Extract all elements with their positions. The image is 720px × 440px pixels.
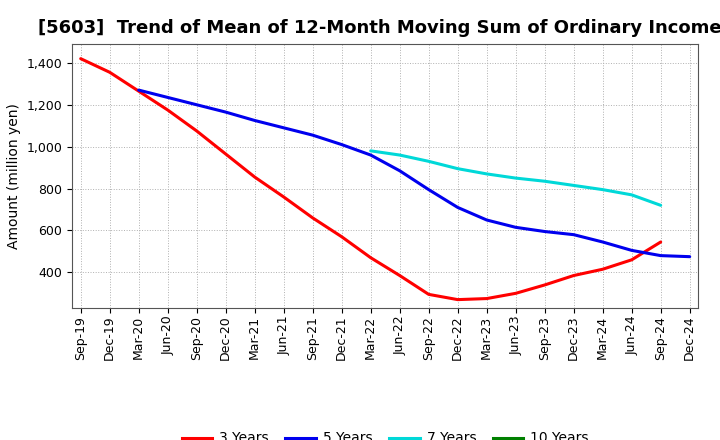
Y-axis label: Amount (million yen): Amount (million yen): [7, 103, 21, 249]
7 Years: [482, 171, 491, 176]
3 Years: [395, 273, 404, 278]
3 Years: [657, 239, 665, 245]
Line: 5 Years: 5 Years: [139, 90, 690, 257]
5 Years: [308, 132, 317, 138]
5 Years: [685, 254, 694, 259]
7 Years: [627, 192, 636, 198]
3 Years: [105, 70, 114, 75]
3 Years: [454, 297, 462, 302]
5 Years: [482, 217, 491, 223]
7 Years: [657, 203, 665, 208]
5 Years: [424, 187, 433, 192]
3 Years: [135, 88, 143, 94]
7 Years: [395, 152, 404, 158]
3 Years: [338, 234, 346, 239]
3 Years: [251, 174, 259, 180]
5 Years: [598, 239, 607, 245]
5 Years: [163, 95, 172, 100]
5 Years: [657, 253, 665, 258]
3 Years: [598, 267, 607, 272]
3 Years: [221, 151, 230, 157]
Legend: 3 Years, 5 Years, 7 Years, 10 Years: 3 Years, 5 Years, 7 Years, 10 Years: [176, 426, 595, 440]
3 Years: [308, 215, 317, 220]
5 Years: [627, 248, 636, 253]
3 Years: [627, 257, 636, 262]
3 Years: [192, 128, 201, 134]
3 Years: [76, 56, 85, 61]
7 Years: [541, 179, 549, 184]
7 Years: [511, 176, 520, 181]
5 Years: [570, 232, 578, 237]
3 Years: [482, 296, 491, 301]
5 Years: [541, 229, 549, 234]
7 Years: [366, 148, 375, 154]
3 Years: [279, 194, 288, 200]
5 Years: [511, 225, 520, 230]
5 Years: [251, 118, 259, 123]
5 Years: [221, 110, 230, 115]
3 Years: [424, 292, 433, 297]
3 Years: [570, 273, 578, 278]
7 Years: [598, 187, 607, 192]
Title: [5603]  Trend of Mean of 12-Month Moving Sum of Ordinary Incomes: [5603] Trend of Mean of 12-Month Moving …: [38, 19, 720, 37]
3 Years: [511, 291, 520, 296]
5 Years: [366, 152, 375, 158]
7 Years: [454, 166, 462, 171]
5 Years: [192, 102, 201, 107]
5 Years: [338, 142, 346, 147]
Line: 7 Years: 7 Years: [371, 151, 661, 205]
3 Years: [163, 107, 172, 113]
7 Years: [424, 159, 433, 164]
5 Years: [395, 168, 404, 173]
3 Years: [541, 282, 549, 288]
Line: 3 Years: 3 Years: [81, 59, 661, 300]
3 Years: [366, 255, 375, 260]
5 Years: [279, 125, 288, 130]
5 Years: [454, 205, 462, 210]
7 Years: [570, 183, 578, 188]
5 Years: [135, 88, 143, 93]
